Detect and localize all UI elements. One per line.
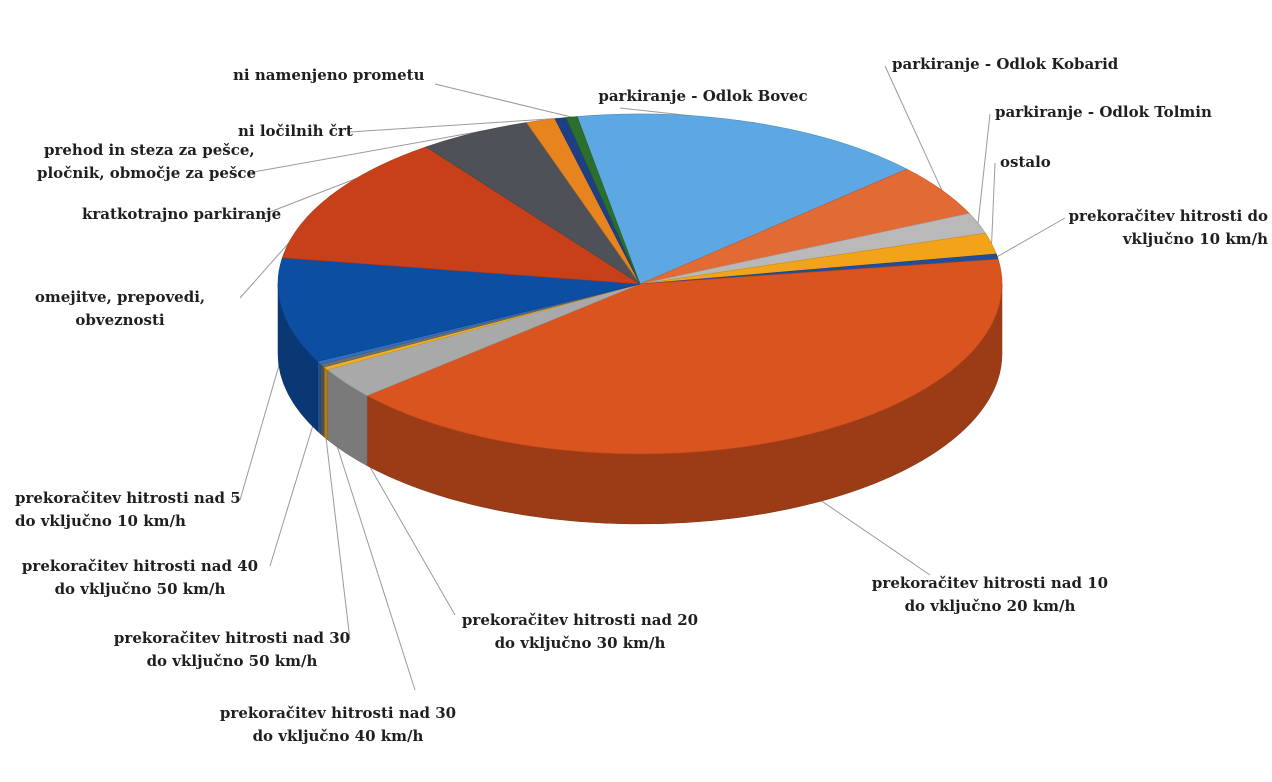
label-nad40-line1: prekoračitev hitrosti nad 40: [22, 557, 258, 575]
leader-line-prekoracitev-hitrosti-do-vkljucno-10-km-: [997, 217, 1066, 258]
label-nad40-line2: do vključno 50 km/h: [55, 580, 226, 598]
label-prehod-line1: prehod in steza za pešce,: [44, 141, 255, 159]
label-nad30-50-line1: prekoračitev hitrosti nad 30: [114, 629, 350, 647]
label-omejitve-line1: omejitve, prepovedi,: [35, 288, 205, 306]
slice-prekoracitev-hitrosti-nad-10-do-vkljucno: [366, 258, 1003, 455]
leader-line-prekoracitev-hitrosti-nad-30-do-vkljucno: [325, 410, 416, 691]
slice-ni-namenjeno-prometu: [565, 116, 641, 285]
pie-slices: [277, 113, 1003, 455]
slice-side-prekoracitev-hitrosti-nad-30-do-vkljucno: [320, 363, 325, 438]
label-do10-line2: vključno 10 km/h: [1122, 230, 1268, 248]
slice-omejitve-prepovedi-obveznosti: [281, 146, 641, 285]
label-nad5-line1: prekoračitev hitrosti nad 5: [15, 489, 241, 507]
leader-line-prekoracitev-hitrosti-nad-30-do-vkljucno: [321, 407, 351, 641]
label-nad30-50-line2: do vključno 50 km/h: [147, 652, 318, 670]
label-nad20-line2: do vključno 30 km/h: [495, 634, 666, 652]
slice-side-prekoracitev-hitrosti-nad-40-do-vkljucno: [317, 360, 322, 435]
slice-parkiranje-odlok-bovec: [576, 113, 908, 285]
leader-line-prekoracitev-hitrosti-nad-5-do-vkljucno-: [239, 352, 284, 501]
label-nad20-line1: prekoračitev hitrosti nad 20: [462, 611, 698, 629]
label-namenjeno: ni namenjeno prometu: [233, 66, 425, 84]
label-kobarid: parkiranje - Odlok Kobarid: [892, 55, 1119, 73]
leader-line-parkiranje-odlok-kobarid: [884, 65, 943, 191]
label-nad30-40-line2: do vključno 40 km/h: [253, 727, 424, 745]
label-kratkotrajno: kratkotrajno parkiranje: [82, 205, 281, 223]
leader-line-ostalo: [991, 162, 996, 244]
leader-line-ni-locilnih-crt: [349, 117, 561, 133]
leader-line-ni-namenjeno-prometu: [434, 83, 572, 118]
label-nad5-line2: do vključno 10 km/h: [15, 512, 186, 530]
label-locilne: ni ločilnih črt: [238, 122, 353, 140]
label-do10-line1: prekoračitev hitrosti do: [1069, 207, 1268, 225]
label-nad10-line1: prekoračitev hitrosti nad 10: [872, 574, 1108, 592]
label-nad30-40-line1: prekoračitev hitrosti nad 30: [220, 704, 456, 722]
label-tolmin: parkiranje - Odlok Tolmin: [995, 103, 1212, 121]
leader-line-prekoracitev-hitrosti-nad-40-do-vkljucno: [269, 404, 320, 567]
label-bovec: parkiranje - Odlok Bovec: [598, 87, 807, 105]
slice-side-prekoracitev-hitrosti-nad-30-do-vkljucno: [323, 366, 328, 441]
leader-line-parkiranje-odlok-tolmin: [977, 113, 991, 224]
pie-body: [277, 283, 1003, 525]
slice-prekoracitev-hitrosti-nad-5-do-vkljucno-: [277, 257, 641, 362]
label-prehod-line2: pločnik, območje za pešce: [37, 164, 256, 182]
label-nad10-line2: do vključno 20 km/h: [905, 597, 1076, 615]
label-omejitve-line2: obveznosti: [75, 311, 165, 329]
label-ostalo: ostalo: [1000, 153, 1051, 171]
